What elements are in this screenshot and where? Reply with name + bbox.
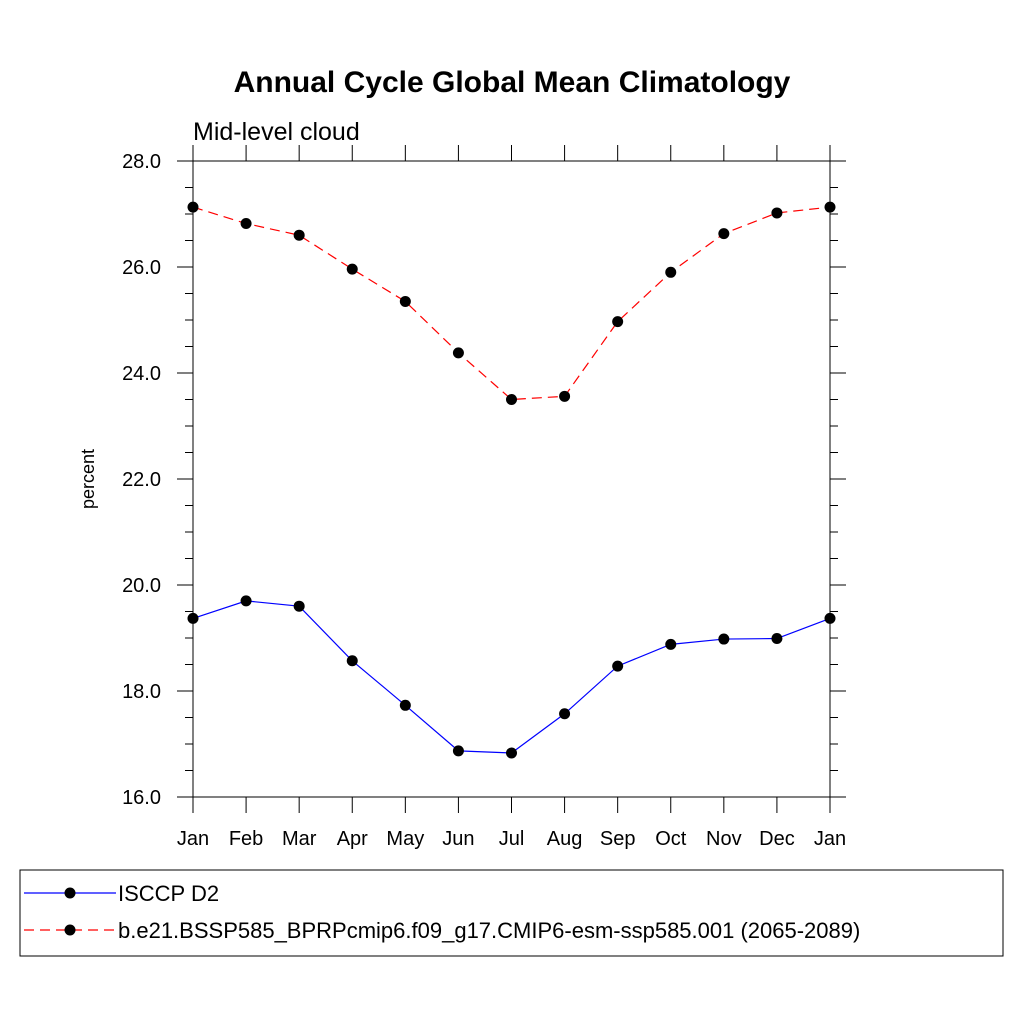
data-point-series-1 — [771, 207, 783, 219]
data-point-series-1 — [506, 394, 517, 405]
y-tick-label: 16.0 — [122, 787, 161, 809]
data-point-series-0 — [665, 638, 677, 650]
x-tick-label: Feb — [229, 828, 263, 850]
legend: ISCCP D2 b.e21.BSSP585_BPRPcmip6.f09_g17.… — [24, 881, 860, 943]
data-point-series-0 — [187, 612, 199, 624]
data-point-series-0 — [718, 633, 730, 645]
y-tick-label: 26.0 — [122, 257, 161, 279]
x-tick-label: Apr — [337, 828, 368, 850]
x-tick-label: Mar — [282, 828, 317, 850]
data-point-series-0 — [771, 633, 783, 645]
data-point-series-0 — [506, 747, 517, 759]
data-point-series-0 — [293, 600, 305, 612]
x-tick-label: Dec — [759, 828, 795, 850]
legend-box — [19, 869, 1004, 957]
x-tick-label: Jan — [177, 828, 209, 850]
x-tick-label: May — [386, 828, 424, 850]
legend-label-1: b.e21.BSSP585_BPRPcmip6.f09_g17.CMIP6-es… — [118, 918, 860, 943]
data-point-series-0 — [824, 612, 836, 624]
data-point-series-1 — [346, 263, 358, 275]
data-point-series-1 — [612, 316, 624, 328]
plot-frame — [192, 160, 831, 798]
legend-marker-0 — [64, 887, 76, 899]
data-point-series-1 — [824, 201, 836, 213]
chart-title: Annual Cycle Global Mean Climatology — [234, 66, 791, 99]
data-point-series-0 — [559, 708, 571, 720]
data-point-series-0 — [399, 699, 411, 711]
data-point-series-1 — [718, 228, 730, 240]
data-point-series-1 — [187, 201, 199, 213]
axes-group: 16.0 18.0 20.0 22.0 24.0 26.0 28.0 Jan Feb Mar Apr… — [122, 145, 846, 850]
series-line-1 — [192, 206, 831, 401]
y-tick-label: 28.0 — [122, 151, 161, 173]
data-point-series-1 — [665, 266, 677, 278]
data-point-series-1 — [452, 347, 464, 359]
y-tick-label: 22.0 — [122, 469, 161, 491]
data-point-series-1 — [240, 218, 252, 230]
series-line-0 — [192, 600, 831, 754]
x-tick-label: Aug — [547, 828, 583, 850]
y-tick-label: 20.0 — [122, 575, 161, 597]
y-tick-label: 24.0 — [122, 363, 161, 385]
data-point-series-0 — [240, 595, 252, 607]
x-tick-label: Jun — [442, 828, 474, 850]
chart-subtitle: Mid-level cloud — [193, 118, 360, 146]
data-point-series-0 — [612, 660, 624, 672]
x-tick-label: Jan — [814, 828, 846, 850]
data-point-series-0 — [346, 655, 358, 667]
x-tick-label: Jul — [499, 828, 525, 850]
y-tick-label: 18.0 — [122, 681, 161, 703]
legend-label-0: ISCCP D2 — [118, 881, 219, 906]
x-tick-label: Sep — [600, 828, 636, 850]
data-point-series-1 — [559, 390, 571, 402]
data-point-series-1 — [293, 229, 305, 241]
data-point-series-1 — [399, 295, 411, 307]
data-point-series-0 — [452, 745, 464, 757]
legend-marker-1 — [64, 924, 76, 936]
series-group — [187, 201, 836, 759]
y-axis-label: percent — [78, 449, 98, 509]
x-tick-label: Oct — [655, 828, 687, 850]
x-tick-label: Nov — [706, 828, 742, 850]
